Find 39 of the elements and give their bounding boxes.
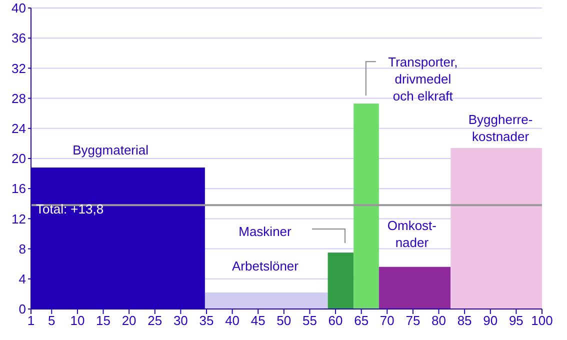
x-tick-label: 35 [199,313,214,328]
x-tick-label: 80 [432,313,446,328]
x-tick-label: 20 [122,313,136,328]
x-tick-label: 75 [406,313,420,328]
x-tick-label: 70 [380,313,394,328]
y-tick-label: 20 [12,151,26,166]
y-tick-label: 8 [18,241,26,256]
x-tick-label: 5 [48,313,56,328]
y-tick-label: 24 [12,121,26,136]
x-tick-label: 25 [148,313,162,328]
y-tick-label: 32 [12,60,26,76]
y-tick-label: 36 [12,30,26,46]
annotation: Arbetslöner [232,258,300,273]
ref-line-label: Total: +13,8 [36,201,104,216]
annotation: Maskiner [238,224,292,238]
x-tick-label: 100 [531,313,553,328]
x-tick-label: 45 [250,313,266,328]
x-tick-label: 40 [225,313,240,328]
y-tick-label: 28 [12,90,26,106]
y-tick-label: 0 [18,302,26,317]
annotation: Omkost- nader [387,217,437,250]
y-tick-label: 40 [12,0,26,16]
x-tick-label: 90 [483,313,498,328]
x-tick-label: 85 [457,313,472,328]
x-tick-label: 10 [70,313,85,328]
y-tick-label: 16 [12,181,26,196]
x-tick-label: 55 [302,313,317,328]
x-tick-label: 50 [276,313,292,328]
x-tick-label: 15 [96,313,110,328]
y-tick-label: 4 [18,272,26,287]
annotation: Byggmaterial [72,142,149,158]
x-tick-label: 95 [508,313,524,328]
annotation: Transporter, drivmedel och elkraft [388,54,458,104]
x-tick-label: 1 [27,313,35,328]
x-tick-label: 65 [354,313,369,328]
y-tick-label: 12 [12,211,26,226]
annotation: Byggherre- kostnader [468,111,533,144]
x-tick-label: 60 [328,313,343,328]
x-tick-label: 30 [173,313,188,328]
